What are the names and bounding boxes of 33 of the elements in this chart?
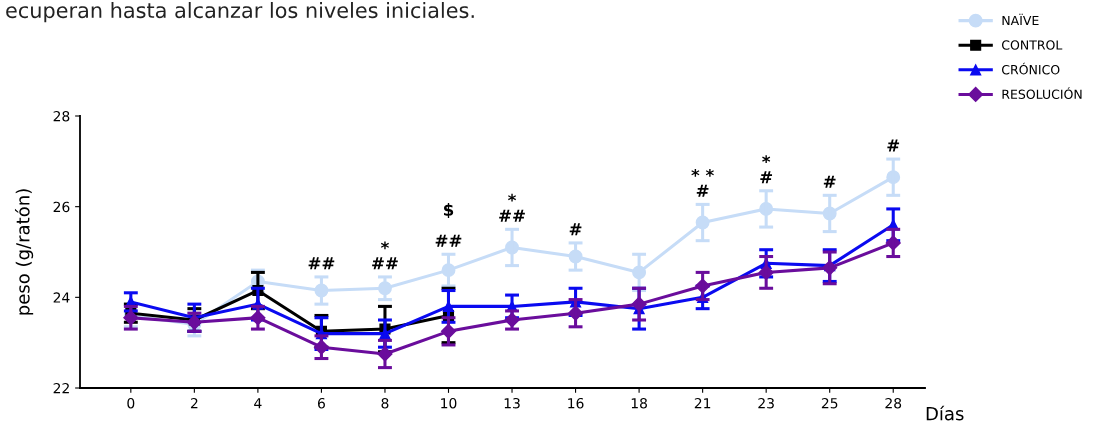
x-tick-label: 10	[441, 397, 457, 409]
x-tick-label: 0	[127, 397, 135, 409]
x-axis-title: Días	[926, 405, 964, 421]
annotation: * ##	[372, 241, 398, 270]
legend-label: RESOLUCIÓN	[1002, 87, 1082, 99]
x-tick-label: 28	[885, 397, 902, 409]
x-tick-label: 4	[254, 398, 262, 409]
x-tick-label: 2	[190, 397, 198, 409]
annotation: #	[887, 139, 900, 152]
x-tick-label: 21	[694, 397, 711, 409]
x-tick-label: 25	[821, 397, 838, 409]
annotation: * ##	[499, 193, 525, 222]
legend-label: NAÏVE	[1002, 13, 1039, 26]
x-tick-label: 6	[317, 397, 325, 409]
x-tick-label: 18	[631, 397, 647, 409]
annotation: #	[823, 175, 836, 188]
annotation: $ ##	[435, 202, 462, 247]
annotation: * * #	[691, 168, 714, 197]
y-tick-label: 26	[53, 201, 70, 213]
annotation: * #	[760, 155, 773, 184]
legend-label: CONTROL	[1002, 40, 1063, 50]
y-axis-title: peso (g/ratón)	[14, 189, 34, 315]
x-tick-label: 16	[568, 397, 584, 409]
x-tick-label: 13	[504, 397, 520, 409]
annotation: #	[569, 223, 582, 236]
legend-label: CRÓNICO	[1002, 62, 1060, 75]
annotation: ##	[308, 257, 335, 270]
y-tick-label: 28	[53, 110, 70, 122]
x-tick-label: 23	[758, 397, 774, 409]
y-tick-label: 24	[53, 292, 70, 303]
y-tick-label: 22	[53, 382, 69, 394]
text: ecuperan hasta alcanzar los niveles iniciales.	[6, 2, 474, 23]
x-tick-label: 8	[381, 397, 389, 409]
